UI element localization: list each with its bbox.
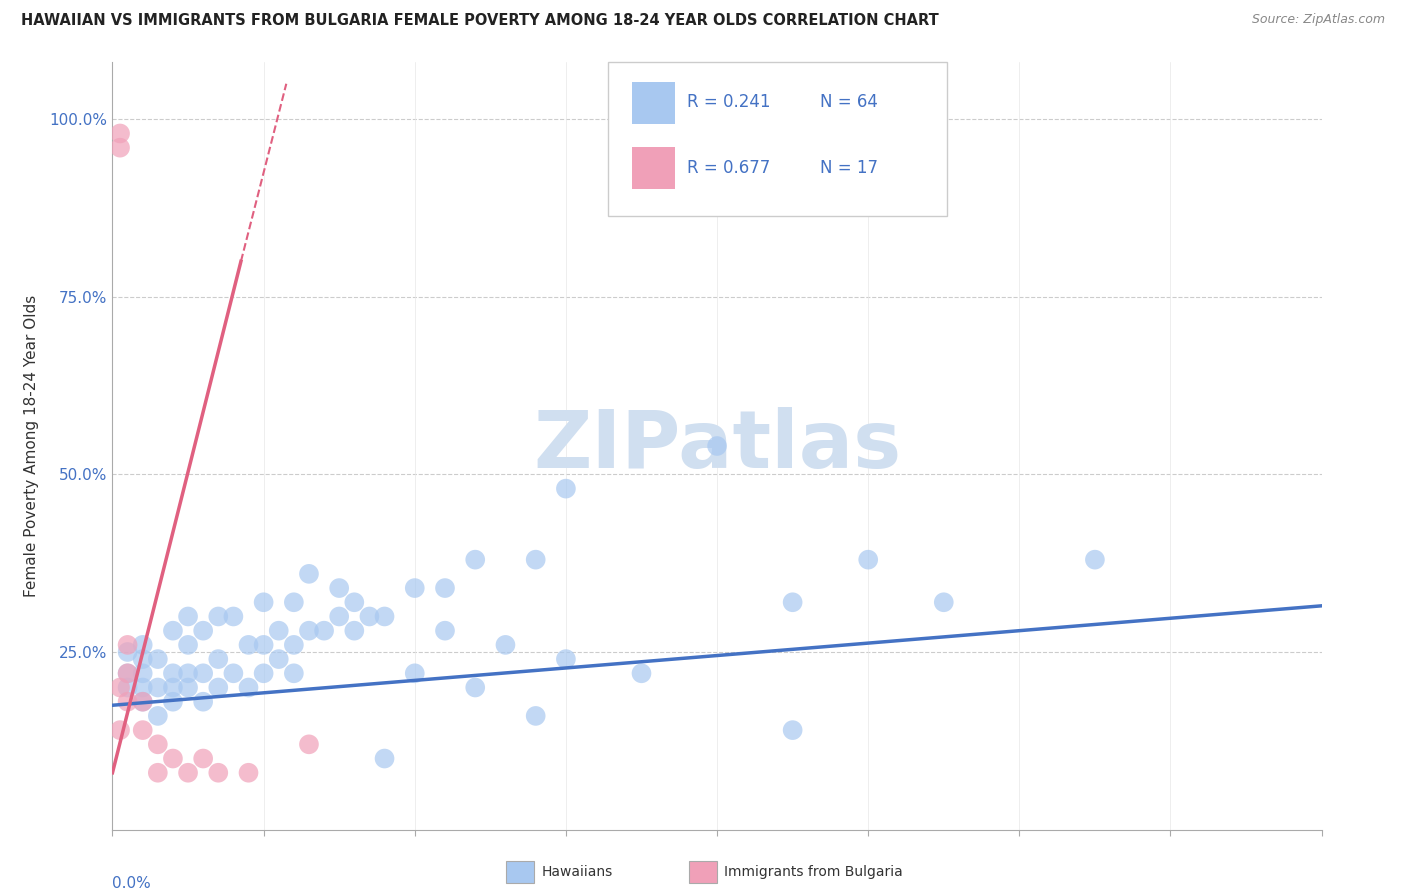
Point <box>177 638 200 652</box>
Point <box>253 638 276 652</box>
Point <box>932 595 955 609</box>
Point <box>433 624 456 638</box>
Point <box>404 666 426 681</box>
Point <box>238 638 260 652</box>
Point <box>162 624 184 638</box>
Point <box>132 666 155 681</box>
Point <box>177 609 200 624</box>
Point <box>162 666 184 681</box>
Point <box>283 666 305 681</box>
Point <box>146 765 169 780</box>
Text: Immigrants from Bulgaria: Immigrants from Bulgaria <box>724 865 903 880</box>
Point <box>191 695 214 709</box>
Point <box>267 652 290 666</box>
Point <box>359 609 381 624</box>
Point <box>117 638 139 652</box>
Point <box>404 581 426 595</box>
Point <box>706 439 728 453</box>
Point <box>117 645 139 659</box>
Point <box>108 681 131 695</box>
Point <box>238 681 260 695</box>
Point <box>108 127 131 141</box>
Point <box>782 595 804 609</box>
Point <box>132 695 155 709</box>
Point <box>374 609 396 624</box>
Point <box>298 624 321 638</box>
Point <box>146 737 169 751</box>
Point <box>433 581 456 595</box>
Point <box>117 695 139 709</box>
Point <box>267 624 290 638</box>
Point <box>132 652 155 666</box>
Point <box>162 695 184 709</box>
Point <box>253 595 276 609</box>
Text: R = 0.677: R = 0.677 <box>686 159 770 177</box>
Point <box>314 624 336 638</box>
Point <box>177 666 200 681</box>
Point <box>207 765 229 780</box>
Point <box>343 595 366 609</box>
Point <box>191 624 214 638</box>
Point <box>464 681 486 695</box>
Point <box>554 652 576 666</box>
Point <box>222 666 245 681</box>
Point <box>162 751 184 765</box>
Point <box>146 709 169 723</box>
Point <box>298 737 321 751</box>
Point <box>298 566 321 581</box>
Text: N = 17: N = 17 <box>820 159 877 177</box>
Point <box>328 581 350 595</box>
Point <box>554 482 576 496</box>
Point <box>117 681 139 695</box>
Point <box>191 666 214 681</box>
Point <box>162 681 184 695</box>
Point <box>108 141 131 155</box>
Point <box>132 638 155 652</box>
Point <box>524 709 547 723</box>
Point <box>238 765 260 780</box>
Point <box>207 652 229 666</box>
Point <box>464 552 486 566</box>
FancyBboxPatch shape <box>633 147 675 189</box>
Point <box>132 681 155 695</box>
Text: HAWAIIAN VS IMMIGRANTS FROM BULGARIA FEMALE POVERTY AMONG 18-24 YEAR OLDS CORREL: HAWAIIAN VS IMMIGRANTS FROM BULGARIA FEM… <box>21 13 939 29</box>
Point <box>856 552 880 566</box>
Point <box>283 595 305 609</box>
Text: N = 64: N = 64 <box>820 94 877 112</box>
Text: 0.0%: 0.0% <box>112 876 152 890</box>
Text: R = 0.241: R = 0.241 <box>686 94 770 112</box>
Text: Source: ZipAtlas.com: Source: ZipAtlas.com <box>1251 13 1385 27</box>
Point <box>177 765 200 780</box>
Point <box>146 652 169 666</box>
Point <box>495 638 517 652</box>
Point <box>782 723 804 738</box>
Point <box>132 695 155 709</box>
Point <box>177 681 200 695</box>
Point <box>117 666 139 681</box>
Point <box>108 723 131 738</box>
Point <box>343 624 366 638</box>
Point <box>117 666 139 681</box>
Text: Hawaiians: Hawaiians <box>541 865 613 880</box>
FancyBboxPatch shape <box>609 62 946 216</box>
Point <box>283 638 305 652</box>
Y-axis label: Female Poverty Among 18-24 Year Olds: Female Poverty Among 18-24 Year Olds <box>24 295 38 597</box>
Text: ZIPatlas: ZIPatlas <box>533 407 901 485</box>
Point <box>222 609 245 624</box>
Point <box>207 609 229 624</box>
Point <box>328 609 350 624</box>
Point <box>630 666 652 681</box>
Point <box>191 751 214 765</box>
Point <box>1084 552 1107 566</box>
Point <box>132 723 155 738</box>
Point <box>253 666 276 681</box>
Point <box>374 751 396 765</box>
Point <box>146 681 169 695</box>
Point <box>524 552 547 566</box>
Point <box>207 681 229 695</box>
FancyBboxPatch shape <box>633 81 675 124</box>
